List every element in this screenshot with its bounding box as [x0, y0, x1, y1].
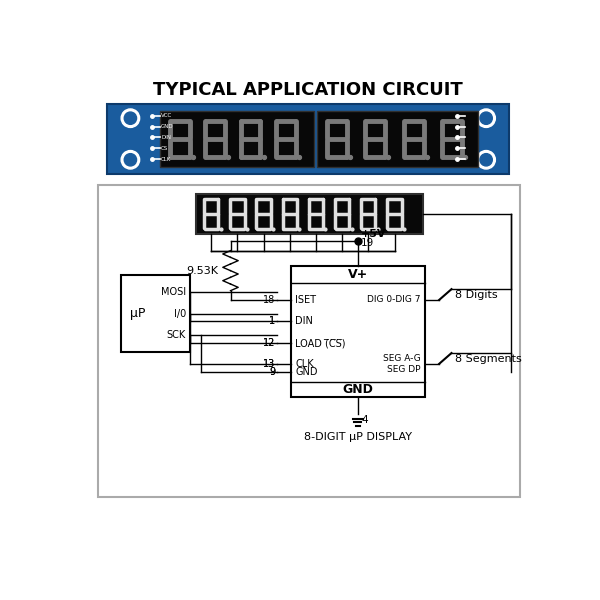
- Bar: [121, 275, 190, 352]
- Text: 4: 4: [361, 415, 368, 425]
- Text: 1: 1: [269, 316, 275, 326]
- Circle shape: [124, 154, 137, 166]
- Text: GND: GND: [343, 383, 373, 396]
- Text: 13: 13: [263, 359, 275, 369]
- Circle shape: [480, 112, 493, 124]
- Text: +5V: +5V: [361, 229, 386, 239]
- Text: 8 Digits: 8 Digits: [455, 290, 497, 300]
- Text: GND: GND: [295, 367, 317, 377]
- Text: VCC: VCC: [161, 113, 172, 118]
- Text: CLK: CLK: [161, 157, 172, 161]
- Text: 9.53K: 9.53K: [186, 266, 218, 275]
- Text: I/0: I/0: [173, 309, 186, 319]
- Text: 1: 1: [269, 316, 275, 326]
- Text: 12: 12: [263, 338, 275, 348]
- Text: ISET: ISET: [295, 295, 316, 305]
- Circle shape: [124, 112, 137, 124]
- Circle shape: [480, 154, 493, 166]
- Circle shape: [121, 151, 140, 169]
- Text: 8-DIGIT μP DISPLAY: 8-DIGIT μP DISPLAY: [304, 433, 412, 442]
- Text: 12: 12: [263, 338, 275, 348]
- Text: SCK: SCK: [167, 331, 186, 340]
- Bar: [160, 110, 314, 167]
- Circle shape: [477, 151, 496, 169]
- Text: V+: V+: [348, 268, 368, 281]
- Bar: [107, 104, 509, 173]
- Bar: [290, 266, 425, 397]
- Text: SEG A-G
SEG DP: SEG A-G SEG DP: [383, 354, 421, 374]
- Circle shape: [121, 109, 140, 127]
- Text: DIN: DIN: [161, 135, 171, 140]
- Circle shape: [477, 109, 496, 127]
- Text: CLK: CLK: [295, 359, 314, 369]
- Text: 8 Segments: 8 Segments: [455, 354, 521, 364]
- Text: 19: 19: [361, 238, 374, 248]
- Text: TYPICAL APPLICATION CIRCUIT: TYPICAL APPLICATION CIRCUIT: [152, 81, 463, 99]
- Text: 18: 18: [263, 295, 275, 305]
- Text: 13: 13: [263, 359, 275, 369]
- Text: LOAD (̅C̅S̅): LOAD (̅C̅S̅): [295, 338, 346, 348]
- Text: μP: μP: [130, 307, 146, 320]
- Bar: [98, 185, 520, 497]
- Bar: [196, 194, 423, 233]
- Bar: [317, 110, 478, 167]
- Text: DIN: DIN: [295, 316, 313, 326]
- Text: MOSI: MOSI: [161, 287, 186, 297]
- Text: CS: CS: [161, 146, 169, 151]
- Text: 9: 9: [269, 367, 275, 377]
- Text: GND: GND: [161, 124, 174, 129]
- Text: DIG 0-DIG 7: DIG 0-DIG 7: [367, 295, 421, 304]
- Text: 9: 9: [269, 367, 275, 377]
